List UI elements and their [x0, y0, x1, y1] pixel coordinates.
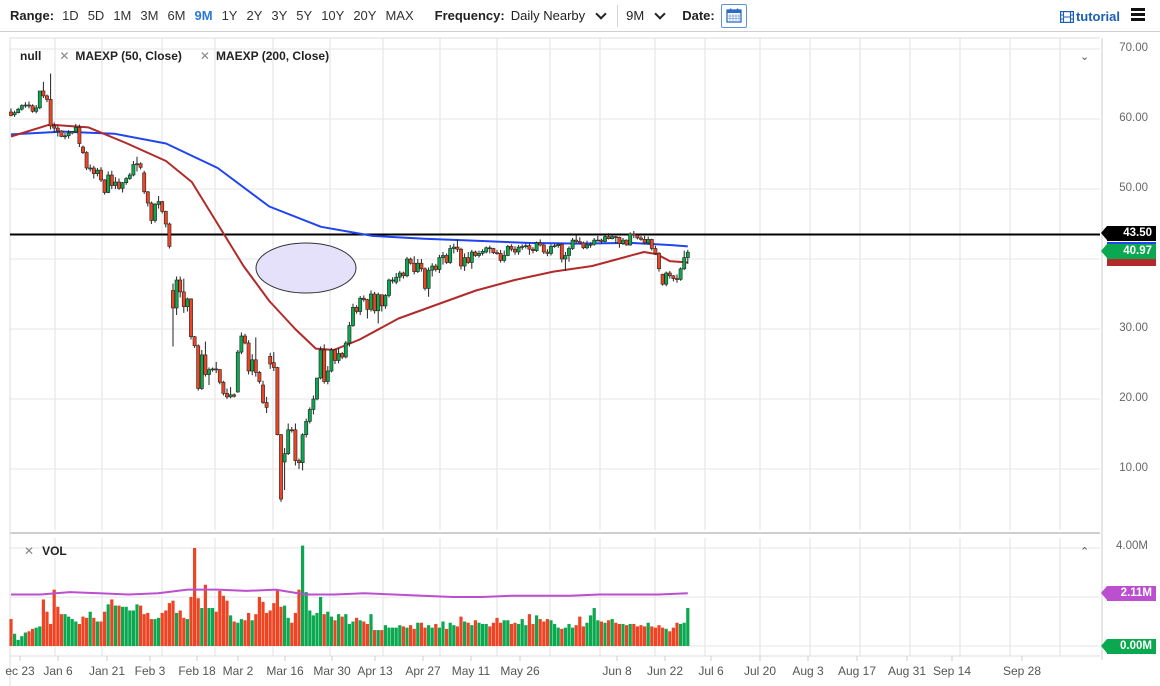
range-button-9m[interactable]: 9M: [194, 8, 213, 23]
y-tick-label: 4.00M: [1116, 540, 1148, 552]
x-tick-label: Feb 3: [134, 664, 166, 678]
ma50-tag-strip: [1107, 259, 1156, 266]
calendar-icon: [726, 8, 742, 23]
x-tick-label: Mar 16: [266, 664, 304, 678]
range-button-3m[interactable]: 3M: [140, 8, 159, 23]
study-label-ma200: MAEXP (200, Close): [215, 49, 330, 63]
frequency-dropdown[interactable]: Daily Nearby: [510, 7, 615, 23]
x-tick-label: Aug 17: [837, 664, 877, 678]
chevron-down-icon[interactable]: ⌄: [1080, 51, 1090, 63]
x-tick-label: Sep 28: [1002, 664, 1042, 678]
toolbar: Range: 1D 5D 1M 3M 6M 9M 1Y 2Y 3Y 5Y 10Y 20Y MAX Fre…: [0, 0, 1160, 32]
frequency-label: Frequency:: [434, 8, 505, 23]
x-tick-label: Jan 6: [43, 664, 73, 678]
range-button-5d[interactable]: 5D: [87, 8, 105, 23]
x-tick-label: Sep 14: [932, 664, 972, 678]
y-tick-label: 30.00: [1119, 322, 1148, 334]
y-tick-label: 50.00: [1119, 182, 1148, 194]
range-button-group: 1D 5D 1M 3M 6M 9M 1Y 2Y 3Y 5Y 10Y 20Y MAX: [62, 8, 423, 23]
range-button-10y[interactable]: 10Y: [321, 8, 345, 23]
tutorial-label: tutorial: [1075, 9, 1120, 24]
x-tick-label: ec 23: [5, 664, 35, 678]
film-icon: [1059, 10, 1074, 23]
period-dropdown[interactable]: 9M: [626, 7, 674, 23]
ma200-tag-strip: [1107, 242, 1156, 245]
x-tick-label: Jun 8: [602, 664, 632, 678]
x-tick-label: Aug 3: [792, 664, 824, 678]
ma200-line: [10, 130, 688, 248]
y-tick-label: 10.00: [1119, 462, 1148, 474]
horizontal-line-tag: 43.50: [1101, 226, 1156, 241]
x-tick-label: Apr 27: [405, 664, 441, 678]
volume-bars: [9, 545, 690, 646]
range-button-3y[interactable]: 3Y: [271, 8, 288, 23]
remove-study-icon[interactable]: ✕: [199, 49, 210, 63]
range-button-5y[interactable]: 5Y: [296, 8, 313, 23]
chevron-down-icon: [654, 7, 666, 20]
date-label: Date:: [682, 8, 715, 23]
volume-zero-tag: 0.00M: [1101, 639, 1156, 654]
gridlines: [9, 37, 1103, 686]
y-tick-label: 70.00: [1119, 42, 1148, 54]
x-tick-label: May 26: [500, 664, 540, 678]
x-tick-label: Mar 2: [222, 664, 254, 678]
x-tick-label: May 11: [451, 664, 491, 678]
ellipse-annotation[interactable]: [255, 242, 357, 294]
calendar-button[interactable]: [720, 3, 747, 28]
last-price-tag: 40.97: [1101, 244, 1156, 259]
range-label: Range:: [10, 8, 55, 23]
x-tick-label: Apr 13: [357, 664, 393, 678]
range-button-1y[interactable]: 1Y: [221, 8, 238, 23]
remove-study-icon[interactable]: ✕: [59, 49, 70, 63]
volume-label: VOL: [42, 544, 67, 558]
candlesticks: [9, 73, 690, 502]
x-tick-label: Mar 30: [313, 664, 351, 678]
symbol-label: null: [20, 49, 42, 63]
volume-average-tag: 2.11M: [1101, 586, 1156, 601]
study-label-ma50: MAEXP (50, Close): [75, 49, 182, 63]
x-tick-label: Jan 21: [88, 664, 126, 678]
x-tick-label: Jun 22: [646, 664, 684, 678]
chevron-down-icon: [595, 7, 607, 20]
range-button-1d[interactable]: 1D: [62, 8, 79, 23]
range-button-1m[interactable]: 1M: [113, 8, 132, 23]
x-tick-label: Jul 6: [698, 664, 724, 678]
chevron-up-icon[interactable]: ⌃: [1080, 546, 1090, 558]
x-tick-label: Feb 18: [178, 664, 216, 678]
range-button-max[interactable]: MAX: [385, 8, 414, 23]
x-tick-label: Aug 31: [887, 664, 927, 678]
range-button-2y[interactable]: 2Y: [246, 8, 263, 23]
range-button-20y[interactable]: 20Y: [353, 8, 377, 23]
ma50-line: [10, 123, 688, 351]
price-legend: null ✕ MAEXP (50, Close) ✕ MAEXP (200, C…: [20, 49, 329, 63]
volume-average-line: [11, 588, 688, 598]
price-volume-chart[interactable]: [0, 31, 1160, 686]
range-button-6m[interactable]: 6M: [167, 8, 186, 23]
period-value: 9M: [626, 8, 645, 23]
y-tick-label: 60.00: [1119, 112, 1148, 124]
x-tick-label: Jul 20: [743, 664, 777, 678]
volume-legend: ✕ VOL: [24, 544, 67, 558]
toolbar-divider: [617, 4, 619, 27]
tutorial-link[interactable]: tutorial: [1059, 9, 1120, 24]
y-tick-label: 20.00: [1119, 392, 1148, 404]
remove-study-icon[interactable]: ✕: [24, 544, 35, 558]
hamburger-menu-icon[interactable]: [1131, 8, 1145, 23]
frequency-value: Daily Nearby: [510, 8, 586, 23]
